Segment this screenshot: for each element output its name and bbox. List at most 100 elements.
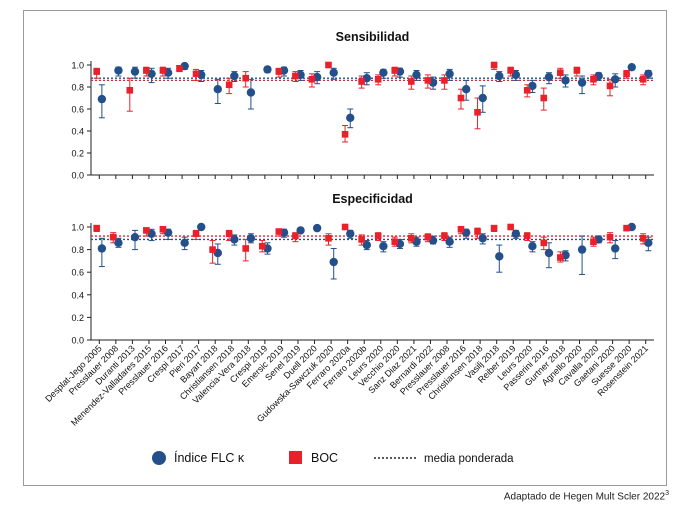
point-boc <box>639 235 647 242</box>
point-boc <box>358 236 365 243</box>
point-boc <box>540 94 548 102</box>
point-boc <box>308 76 316 83</box>
point-flc <box>263 65 272 74</box>
point-boc <box>358 78 365 85</box>
point-flc <box>97 244 107 253</box>
point-flc <box>544 248 554 258</box>
point-boc <box>292 72 299 80</box>
point-flc <box>445 69 454 78</box>
y-tick-label: 0.2 <box>71 313 84 323</box>
point-boc <box>374 76 382 83</box>
chart-panel-1: Sensibilidad 0.0 0.2 0.4 0.6 0.8 1.0 <box>71 30 654 181</box>
point-flc <box>577 245 587 254</box>
point-boc <box>258 242 266 250</box>
point-flc <box>329 257 338 267</box>
forest-plot: Sensibilidad 0.0 0.2 0.4 0.6 0.8 1.0 Especifici… <box>43 30 654 465</box>
point-flc <box>346 113 355 123</box>
point-flc <box>412 70 421 80</box>
point-boc <box>143 227 150 234</box>
point-boc <box>623 70 630 78</box>
point-boc <box>424 233 432 241</box>
point-boc <box>325 235 332 242</box>
y-tick-label: 0.4 <box>71 127 84 137</box>
point-flc <box>180 238 189 248</box>
point-flc <box>346 229 355 238</box>
y-tick-label: 0.2 <box>71 149 84 159</box>
point-boc <box>507 67 514 74</box>
point-flc <box>478 234 487 243</box>
point-flc <box>445 237 454 246</box>
point-boc <box>159 225 167 233</box>
point-boc <box>192 230 200 238</box>
chart-panel-2: Especificidad0.00.20.40.60.81.0Desplat-J… <box>43 192 654 428</box>
point-boc <box>374 232 382 240</box>
point-boc <box>126 87 134 94</box>
point-flc <box>627 63 636 72</box>
point-boc <box>292 232 299 240</box>
point-flc <box>230 235 239 244</box>
point-boc <box>209 246 216 253</box>
point-flc <box>230 71 239 81</box>
point-flc <box>379 242 388 251</box>
point-flc <box>495 71 504 81</box>
legend-boc-marker <box>289 451 302 464</box>
point-flc <box>130 232 140 242</box>
point-boc <box>441 77 448 84</box>
point-flc <box>114 238 123 248</box>
point-boc <box>590 238 597 245</box>
y-tick-label: 1.0 <box>71 223 84 233</box>
y-tick-label: 0.4 <box>71 290 84 300</box>
point-boc <box>490 61 498 69</box>
point-boc <box>325 61 332 69</box>
y-tick-label: 0.6 <box>71 105 84 115</box>
point-boc <box>540 239 548 247</box>
point-boc <box>523 232 531 240</box>
legend-boc-label: BOC <box>311 451 338 465</box>
point-flc <box>577 78 587 87</box>
y-tick-label: 0.0 <box>71 171 84 181</box>
point-boc <box>225 230 233 238</box>
point-flc <box>197 222 206 232</box>
point-flc <box>544 72 554 82</box>
point-flc <box>495 252 504 261</box>
point-boc <box>457 225 465 233</box>
point-flc <box>97 94 107 104</box>
point-boc <box>623 224 630 232</box>
point-flc <box>611 75 620 84</box>
point-boc <box>242 245 250 252</box>
point-boc <box>407 78 415 85</box>
y-tick-label: 0.8 <box>71 245 84 255</box>
source-credit: Adaptado de Hegen Mult Scler 20223 <box>504 490 669 502</box>
point-boc <box>474 109 481 116</box>
legend-mean-label: media ponderada <box>424 453 514 465</box>
point-flc <box>312 223 322 233</box>
figure-frame: Sensibilidad 0.0 0.2 0.4 0.6 0.8 1.0 Especifici… <box>23 10 667 486</box>
point-flc <box>461 85 471 94</box>
point-flc <box>561 76 570 85</box>
source-credit-ref: 3 <box>665 490 669 497</box>
point-boc <box>573 67 581 74</box>
panels-group: Sensibilidad 0.0 0.2 0.4 0.6 0.8 1.0 Especifici… <box>43 30 654 428</box>
point-flc <box>246 234 256 243</box>
point-boc <box>606 82 614 90</box>
point-boc <box>557 69 564 76</box>
point-boc <box>341 131 349 138</box>
legend-flc-marker <box>152 451 166 465</box>
point-boc <box>490 224 498 232</box>
point-boc <box>424 77 432 84</box>
point-flc <box>362 240 372 250</box>
point-boc <box>192 70 200 78</box>
point-boc <box>590 76 597 83</box>
point-boc <box>176 65 183 72</box>
point-boc <box>407 235 415 242</box>
y-tick-label: 1.0 <box>71 61 84 71</box>
point-flc <box>329 68 338 77</box>
point-flc <box>511 229 521 238</box>
point-boc <box>474 228 481 235</box>
legend: Índice FLC κ BOC media ponderada <box>152 450 514 465</box>
point-flc <box>478 93 487 103</box>
point-boc <box>93 68 100 75</box>
legend-flc-label: Índice FLC κ <box>174 450 245 465</box>
point-boc <box>391 67 399 74</box>
point-boc <box>606 233 614 241</box>
